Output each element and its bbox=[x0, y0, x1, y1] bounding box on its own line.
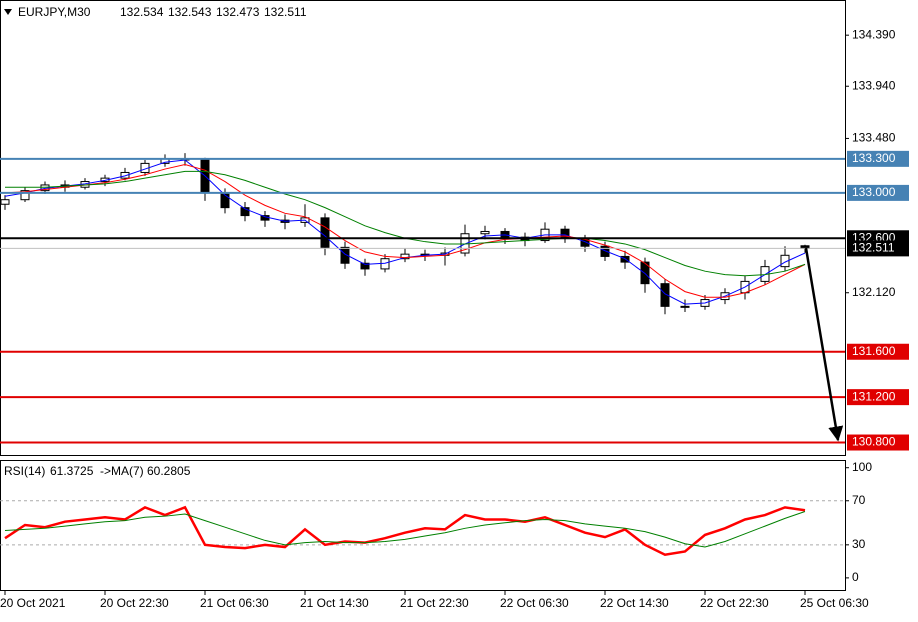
level-label: 131.200 bbox=[852, 389, 896, 403]
y-tick-label: 133.940 bbox=[852, 78, 896, 92]
candle-body bbox=[320, 217, 330, 248]
rsi-value: 61.3725 bbox=[50, 464, 94, 478]
x-tick-label: 20 Oct 22:30 bbox=[100, 596, 169, 610]
x-tick-label: 22 Oct 14:30 bbox=[600, 596, 669, 610]
level-label-box bbox=[847, 150, 909, 167]
price-panel bbox=[0, 0, 846, 456]
candle-body bbox=[500, 230, 510, 238]
candle-body bbox=[20, 190, 30, 201]
forecast-arrow bbox=[804, 247, 844, 442]
high-value: 132.543 bbox=[168, 5, 212, 19]
level-label-box bbox=[847, 434, 909, 451]
level-label: 133.300 bbox=[852, 151, 896, 165]
rsi-ma-value: 60.2805 bbox=[147, 464, 191, 478]
level-label-box bbox=[847, 240, 909, 257]
x-tick-label: 21 Oct 14:30 bbox=[300, 596, 369, 610]
low-value: 132.473 bbox=[216, 5, 260, 19]
candle-body bbox=[360, 262, 370, 270]
candle-body bbox=[340, 246, 350, 264]
y-tick-label: 133.480 bbox=[852, 131, 896, 145]
candle-body bbox=[400, 253, 410, 260]
close-value: 132.511 bbox=[264, 5, 307, 19]
level-label: 131.600 bbox=[852, 344, 896, 358]
y-tick-label: 70 bbox=[852, 493, 866, 507]
x-tick-label: 20 Oct 2021 bbox=[0, 596, 66, 610]
indicator-line bbox=[4, 510, 806, 548]
y-tick-label: 100 bbox=[852, 460, 872, 474]
y-tick-label: 132.120 bbox=[852, 285, 896, 299]
level-label: 133.000 bbox=[852, 185, 896, 199]
candle-body bbox=[680, 305, 690, 308]
candle-body bbox=[600, 245, 610, 257]
indicator-line bbox=[4, 505, 806, 557]
candle-body bbox=[480, 230, 490, 235]
symbol-title: EURJPY,M30 bbox=[18, 5, 91, 19]
y-tick-label: 134.390 bbox=[852, 27, 896, 41]
x-tick-label: 21 Oct 22:30 bbox=[400, 596, 469, 610]
rsi-ma-title: ->MA(7) bbox=[100, 464, 144, 478]
indicator-line bbox=[4, 164, 806, 298]
candle-body bbox=[240, 207, 250, 217]
candle-body bbox=[780, 254, 790, 268]
rsi-panel bbox=[0, 460, 846, 591]
rsi-title: RSI(14) bbox=[4, 464, 45, 478]
x-tick-label: 25 Oct 06:30 bbox=[800, 596, 869, 610]
candle-body bbox=[660, 283, 670, 307]
level-label-box bbox=[847, 343, 909, 360]
candle-body bbox=[120, 171, 130, 179]
open-value: 132.534 bbox=[120, 5, 164, 19]
x-tick-label: 22 Oct 06:30 bbox=[500, 596, 569, 610]
y-tick-label: 0 bbox=[852, 570, 859, 584]
y-tick-label: 30 bbox=[852, 537, 866, 551]
menu-arrow[interactable] bbox=[4, 9, 12, 15]
level-label-box bbox=[847, 184, 909, 201]
x-tick-label: 21 Oct 06:30 bbox=[200, 596, 269, 610]
level-label-box bbox=[847, 389, 909, 406]
level-label: 132.511 bbox=[852, 241, 895, 255]
level-label: 130.800 bbox=[852, 435, 896, 449]
candle-body bbox=[0, 199, 10, 205]
x-tick-label: 22 Oct 22:30 bbox=[700, 596, 769, 610]
